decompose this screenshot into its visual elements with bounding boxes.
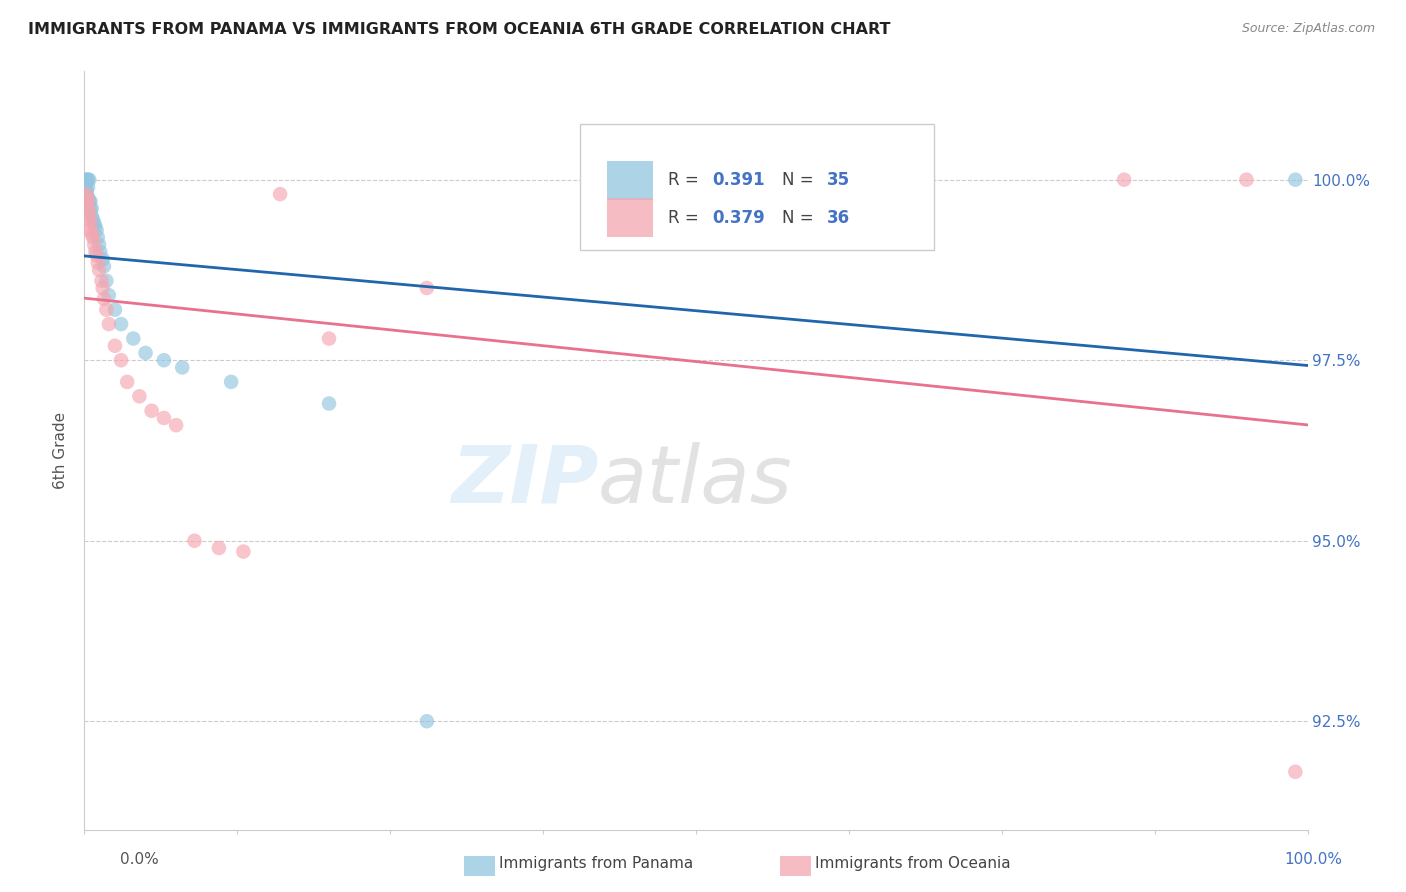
Text: 0.391: 0.391	[711, 171, 765, 189]
Point	[1284, 764, 1306, 779]
FancyBboxPatch shape	[606, 161, 654, 200]
Text: 36: 36	[827, 209, 851, 227]
Point	[1284, 172, 1306, 186]
Point	[97, 317, 120, 331]
Point	[165, 418, 187, 433]
Point	[104, 339, 127, 353]
Point	[83, 216, 105, 230]
Text: R =: R =	[668, 171, 704, 189]
FancyBboxPatch shape	[606, 198, 654, 237]
Text: Immigrants from Oceania: Immigrants from Oceania	[815, 856, 1011, 871]
Point	[87, 263, 110, 277]
Text: 0.379: 0.379	[711, 209, 765, 227]
Point	[89, 244, 111, 259]
Point	[87, 230, 110, 244]
Point	[76, 187, 98, 202]
Point	[77, 172, 100, 186]
Point	[110, 353, 132, 368]
Point	[128, 389, 150, 403]
Point	[79, 216, 101, 230]
Point	[77, 205, 100, 219]
Point	[232, 544, 254, 558]
Text: 35: 35	[827, 171, 851, 189]
Point	[77, 202, 100, 216]
Point	[77, 212, 100, 227]
Point	[93, 260, 115, 274]
Point	[76, 172, 98, 186]
Point	[141, 403, 163, 417]
Point	[77, 172, 100, 186]
Point	[110, 317, 132, 331]
Text: 100.0%: 100.0%	[1285, 852, 1343, 867]
Point	[1114, 172, 1136, 186]
Point	[318, 396, 340, 410]
Point	[84, 219, 107, 234]
Point	[77, 191, 100, 205]
Point	[82, 230, 104, 244]
Point	[80, 227, 103, 241]
Point	[219, 375, 242, 389]
Point	[75, 187, 97, 202]
Point	[122, 332, 145, 346]
Point	[115, 375, 138, 389]
Point	[79, 202, 101, 216]
Point	[183, 533, 205, 548]
Point	[416, 281, 439, 295]
Text: IMMIGRANTS FROM PANAMA VS IMMIGRANTS FROM OCEANIA 6TH GRADE CORRELATION CHART: IMMIGRANTS FROM PANAMA VS IMMIGRANTS FRO…	[28, 22, 890, 37]
Point	[87, 237, 110, 252]
Point	[96, 302, 118, 317]
Point	[91, 252, 114, 266]
Text: Immigrants from Panama: Immigrants from Panama	[499, 856, 693, 871]
FancyBboxPatch shape	[579, 125, 935, 250]
Point	[208, 541, 231, 555]
Point	[86, 223, 108, 237]
Point	[269, 187, 291, 202]
Point	[96, 274, 118, 288]
Point	[77, 180, 100, 194]
Point	[1236, 172, 1258, 186]
Point	[75, 180, 97, 194]
Text: R =: R =	[668, 209, 704, 227]
Point	[83, 237, 105, 252]
Point	[91, 281, 114, 295]
Point	[86, 248, 108, 262]
Point	[82, 212, 104, 227]
Point	[153, 353, 176, 368]
Point	[75, 172, 97, 186]
Point	[84, 244, 107, 259]
Point	[76, 184, 98, 198]
Point	[153, 411, 176, 425]
Text: atlas: atlas	[598, 442, 793, 520]
Y-axis label: 6th Grade: 6th Grade	[53, 412, 69, 489]
Point	[104, 302, 127, 317]
Point	[318, 332, 340, 346]
Point	[79, 194, 101, 209]
Point	[416, 714, 439, 729]
Text: ZIP: ZIP	[451, 442, 598, 520]
Point	[87, 256, 110, 270]
Point	[80, 209, 103, 223]
Text: 0.0%: 0.0%	[120, 852, 159, 867]
Point	[77, 194, 100, 209]
Text: N =: N =	[782, 171, 818, 189]
Text: Source: ZipAtlas.com: Source: ZipAtlas.com	[1241, 22, 1375, 36]
Point	[135, 346, 157, 360]
Point	[90, 274, 112, 288]
Point	[80, 202, 103, 216]
Point	[77, 194, 100, 209]
Point	[93, 292, 115, 306]
Point	[76, 191, 98, 205]
Point	[97, 288, 120, 302]
Text: N =: N =	[782, 209, 818, 227]
Point	[172, 360, 194, 375]
Point	[79, 223, 101, 237]
